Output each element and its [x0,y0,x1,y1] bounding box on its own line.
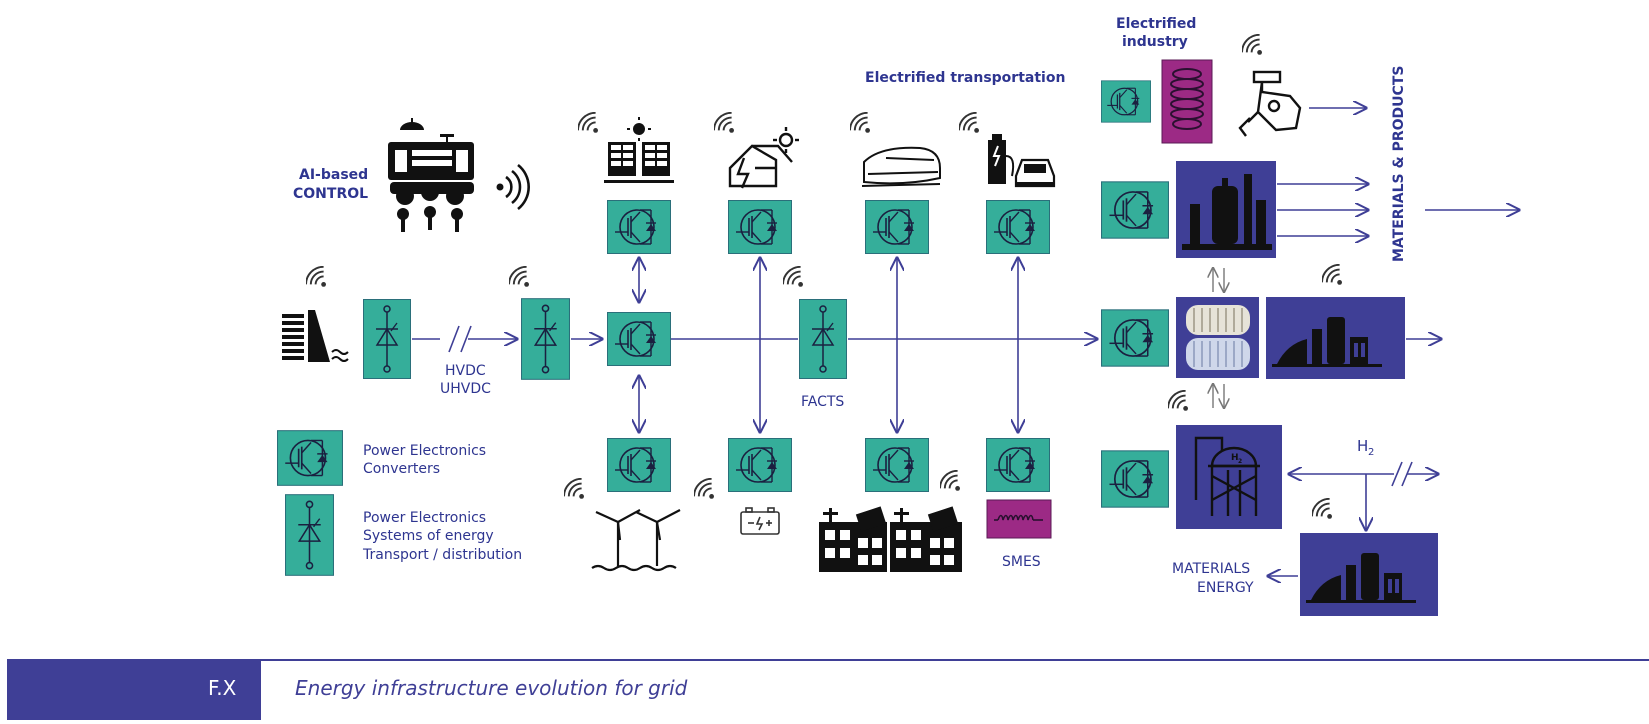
legend-converter-label-2: Converters [363,461,440,477]
uhvdc-label: UHVDC [440,381,491,397]
pe-converter-industry-heating [1101,79,1151,124]
svg-text:H: H [1231,453,1239,463]
hvdc-converter-thyristor [363,298,411,380]
robot-arm-icon [1238,70,1302,137]
svg-text:2: 2 [1238,458,1242,465]
pe-converter-solar [607,200,671,254]
wind-turbines-icon [591,509,681,572]
hydro-dam-icon [282,310,349,362]
vertical-connectors [639,258,1018,432]
wifi-icon [509,266,530,288]
pe-converter-main-node [607,311,671,367]
ai-control-label-2: CONTROL [293,186,368,202]
pe-converter-electrolyser [1101,449,1169,509]
electrified-industry-label: Electrified [1116,16,1196,32]
materials-energy-label-2: ENERGY [1197,580,1254,596]
ai-control-label: AI-based [299,167,368,183]
smes-coil-icon [986,499,1052,539]
materials-products-label: MATERIALS & PRODUCTS [1391,66,1407,262]
wifi-icon [1312,498,1333,520]
pe-converter-smes [986,438,1050,492]
wifi-icon [1168,390,1189,412]
wifi-icon [959,112,980,134]
main-bus [412,325,1441,353]
pe-converter-ev [986,200,1050,254]
solar-panels-sun-icon [604,117,674,183]
wifi-icon [1322,264,1343,286]
pe-converter-buildings [865,438,929,492]
hydrogen-tank-icon: H 2 [1176,425,1282,529]
train-icon [861,146,941,187]
legend-transport-label: Power Electronics [363,510,486,526]
legend-transport-label-2: Systems of energy [363,528,494,544]
wifi-icon [694,478,715,500]
footer-divider [7,659,1649,661]
ev-charging-icon [988,134,1056,188]
hvdc-label: HVDC [445,363,486,379]
refinery-output-arrows [1277,184,1368,236]
wifi-icon [940,470,961,492]
facts-label: FACTS [801,394,844,410]
solar-house-icon [728,127,799,189]
pe-converter-battery [728,438,792,492]
wifi-icon [578,112,599,134]
h2-subscript: 2 [1368,447,1374,458]
electrified-industry-label-2: industry [1122,34,1188,50]
pe-converter-train [865,200,929,254]
wifi-icon [850,112,871,134]
thermal-storage-icon [1176,297,1259,378]
pe-converter-rooftop [728,200,792,254]
wifi-icon [1242,34,1263,56]
electrified-transportation-label: Electrified transportation [865,70,1065,86]
wifi-icon [714,112,735,134]
battery-icon [740,507,780,535]
control-room-icon [388,118,474,232]
footer-code-bar [7,660,261,720]
figure-code: F.X [208,676,237,700]
legend-transport-symbol [285,494,334,576]
wifi-icon [564,478,585,500]
signal-broadcast-icon [496,163,530,211]
smes-label: SMES [1002,554,1041,570]
h2-distribution-arrows [1289,461,1438,530]
solar-buildings-icon [819,506,962,572]
materials-energy-label: MATERIALS [1172,561,1250,577]
pe-converter-refinery [1101,180,1169,240]
storage-exchange-arrows [1213,268,1224,408]
figure-caption: Energy infrastructure evolution for grid [295,676,688,700]
induction-coil-icon [1161,59,1213,144]
hvdc-receiver-thyristor [521,298,570,380]
refinery-icon [1176,161,1276,258]
h2-label: H [1357,437,1368,455]
pe-converter-storage [1101,308,1169,368]
legend-transport-label-3: Transport / distribution [362,547,522,563]
pe-converter-wind [607,438,671,492]
wifi-icon [306,266,327,288]
legend-converter-symbol [277,429,343,487]
power-plant-icon [1266,297,1405,379]
facts-thyristor [799,298,847,380]
wifi-icon [783,266,804,288]
legend-converter-label: Power Electronics [363,443,486,459]
h2-power-plant-icon [1300,533,1438,616]
